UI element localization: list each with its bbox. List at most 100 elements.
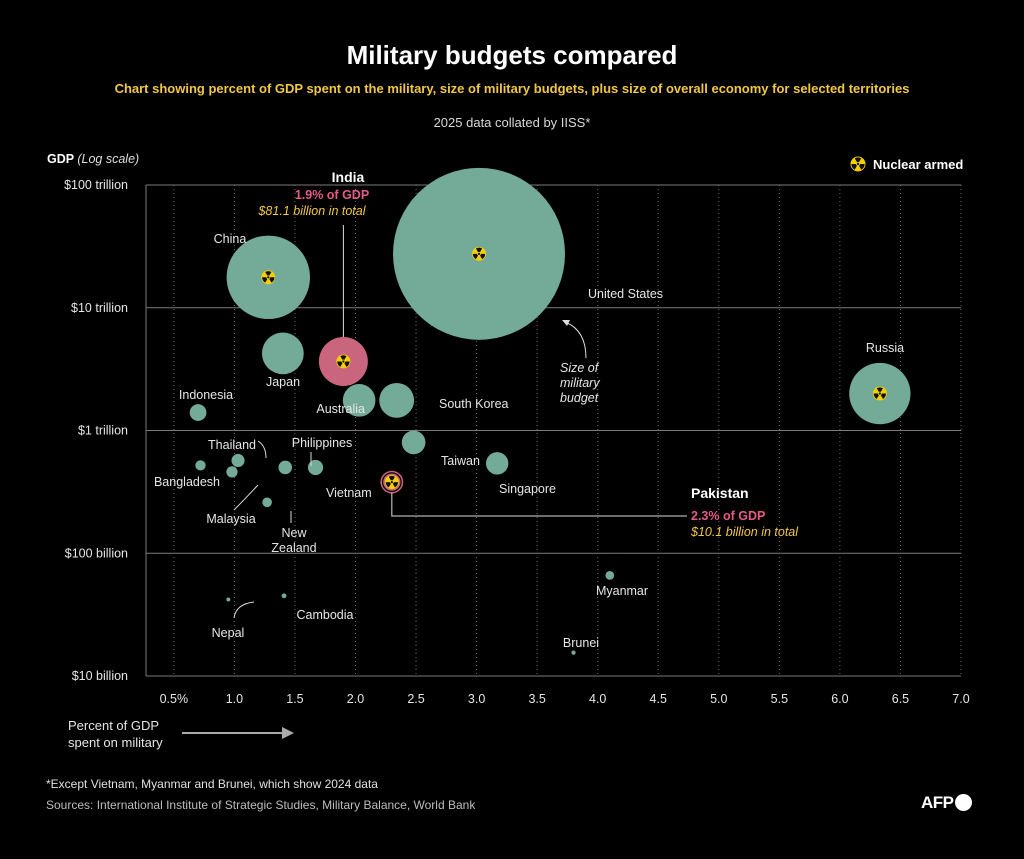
country-label: Thailand bbox=[208, 438, 256, 452]
country-label: United States bbox=[588, 287, 663, 301]
x-tick-label: 6.0 bbox=[831, 692, 848, 706]
bubble-myanmar bbox=[605, 571, 615, 580]
country-label: Malaysia bbox=[206, 512, 255, 526]
x-tick-label: 6.5 bbox=[892, 692, 909, 706]
country-label: Nepal bbox=[212, 626, 245, 640]
country-label: South Korea bbox=[439, 397, 509, 411]
nuclear-icon-center bbox=[267, 276, 270, 279]
country-label: Indonesia bbox=[179, 388, 233, 402]
x-tick-label: 1.0 bbox=[226, 692, 243, 706]
bubble-indonesia bbox=[189, 404, 207, 421]
nuclear-icon-blade bbox=[269, 277, 275, 283]
nuclear-icon-blade bbox=[265, 271, 272, 276]
x-tick-label: 7.0 bbox=[952, 692, 969, 706]
size-note-line: military bbox=[560, 376, 600, 390]
bubble-vietnam bbox=[307, 459, 324, 476]
size-note-line: Size of bbox=[560, 361, 600, 375]
nuclear-icon-blade bbox=[337, 361, 343, 367]
country-label: Australia bbox=[316, 402, 365, 416]
x-tick-label: 2.0 bbox=[347, 692, 364, 706]
bubble-south-korea bbox=[379, 382, 415, 418]
x-tick-label: 4.0 bbox=[589, 692, 606, 706]
nuclear-icon-blade bbox=[344, 361, 350, 367]
nuclear-icon-blade bbox=[876, 387, 883, 392]
pakistan-callout-pct: 2.3% of GDP bbox=[691, 509, 765, 523]
logo-text: AFP bbox=[921, 793, 954, 812]
chart-title: Military budgets compared bbox=[346, 40, 678, 70]
nuclear-icon-blade bbox=[854, 157, 862, 163]
x-tick-label: 5.0 bbox=[710, 692, 727, 706]
bubble-australia bbox=[342, 384, 376, 417]
chart-subtitle: Chart showing percent of GDP spent on th… bbox=[114, 81, 910, 96]
bubble-nepal bbox=[226, 597, 231, 602]
nuclear-icon-center bbox=[878, 392, 881, 395]
bubble-philippines bbox=[278, 460, 293, 475]
y-tick-label: $1 trillion bbox=[78, 424, 128, 438]
country-label: Taiwan bbox=[441, 454, 480, 468]
nuclear-icon-blade bbox=[480, 253, 486, 260]
y-axis-title-suffix: (Log scale) bbox=[77, 152, 139, 166]
x-tick-label: 2.5 bbox=[407, 692, 424, 706]
right-arrow-icon bbox=[182, 727, 294, 739]
country-label: Vietnam bbox=[326, 486, 372, 500]
x-tick-label: 3.5 bbox=[528, 692, 545, 706]
x-tick-label: 4.5 bbox=[650, 692, 667, 706]
nuclear-icon-blade bbox=[472, 253, 479, 260]
size-note-arrowhead bbox=[562, 320, 570, 326]
nuclear-icon-center bbox=[390, 480, 393, 484]
x-tick-label: 3.0 bbox=[468, 692, 485, 706]
country-label: Zealand bbox=[271, 541, 316, 555]
thailand-leader bbox=[257, 440, 267, 459]
malaysia-leader bbox=[233, 484, 259, 511]
bubble-singapore bbox=[485, 452, 509, 475]
x-tick-label: 1.5 bbox=[286, 692, 303, 706]
india-callout-budget: $81.1 billion in total bbox=[257, 204, 366, 218]
sources: Sources: International Institute of Stra… bbox=[46, 798, 476, 812]
legend-nuclear-icon bbox=[850, 156, 866, 172]
nuclear-icon-blade bbox=[385, 482, 391, 488]
pakistan-callout-budget: $10.1 billion in total bbox=[690, 525, 799, 539]
country-label: Bangladesh bbox=[154, 475, 220, 489]
nuclear-icon bbox=[472, 246, 487, 261]
nuclear-icon-center bbox=[856, 162, 860, 166]
pakistan-leader bbox=[391, 492, 687, 517]
country-label: Brunei bbox=[563, 636, 599, 650]
nuclear-icon bbox=[261, 270, 276, 285]
bubble-japan bbox=[261, 332, 304, 375]
country-label: New bbox=[281, 526, 307, 540]
nuclear-icon bbox=[336, 354, 351, 369]
country-label: Russia bbox=[866, 341, 904, 355]
nuclear-icon-blade bbox=[880, 393, 887, 399]
nuclear-icon-blade bbox=[262, 277, 268, 283]
bubble-taiwan bbox=[401, 430, 426, 455]
x-legend-line1: Percent of GDP bbox=[68, 718, 160, 733]
y-tick-label: $10 trillion bbox=[71, 301, 128, 315]
bubble-thailand bbox=[231, 453, 245, 468]
afp-logo: AFP bbox=[921, 793, 972, 813]
bubble-malaysia bbox=[226, 466, 238, 478]
x-tick-label: 5.5 bbox=[771, 692, 788, 706]
nuclear-icon-blade bbox=[388, 475, 395, 481]
bubble-cambodia bbox=[281, 593, 287, 599]
nuclear-icon bbox=[384, 475, 399, 490]
data-note: 2025 data collated by IISS* bbox=[433, 115, 591, 130]
y-tick-label: $10 billion bbox=[72, 669, 128, 683]
bubble-bangladesh bbox=[195, 460, 206, 471]
nuclear-icon-blade bbox=[873, 393, 879, 399]
nepal-leader bbox=[233, 601, 255, 619]
country-label: Singapore bbox=[499, 482, 556, 496]
y-tick-label: $100 billion bbox=[65, 546, 128, 560]
y-tick-label: $100 trillion bbox=[64, 178, 128, 192]
nuclear-icon-center bbox=[342, 360, 345, 363]
nuclear-icon-center bbox=[477, 252, 481, 255]
nuclear-icon bbox=[872, 386, 887, 401]
india-callout-pct: 1.9% of GDP bbox=[295, 188, 369, 202]
country-label: Japan bbox=[266, 375, 300, 389]
x-axis-legend: Percent of GDP spent on military bbox=[68, 717, 163, 751]
country-label: Cambodia bbox=[297, 608, 354, 622]
country-label: Philippines bbox=[292, 436, 352, 450]
bubble-new-zealand bbox=[262, 497, 272, 508]
x-tick-label: 0.5% bbox=[160, 692, 189, 706]
logo-dot bbox=[954, 794, 972, 811]
